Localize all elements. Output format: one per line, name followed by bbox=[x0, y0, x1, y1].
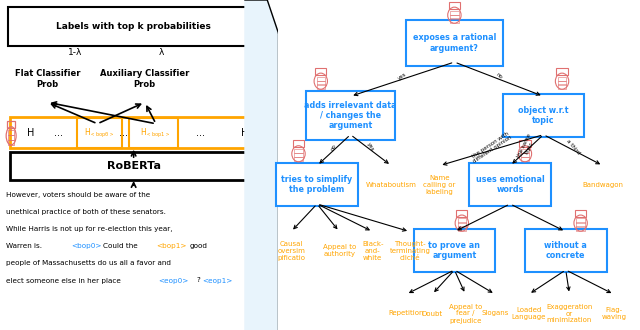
Text: RoBERTa: RoBERTa bbox=[107, 161, 161, 171]
Text: ...: ... bbox=[120, 128, 129, 138]
Text: no: no bbox=[495, 72, 503, 80]
FancyBboxPatch shape bbox=[525, 229, 607, 272]
Text: no: no bbox=[330, 143, 337, 151]
Text: H$_{\mathtt{<bop1>}}$: H$_{\mathtt{<bop1>}}$ bbox=[140, 126, 170, 140]
Text: Could the: Could the bbox=[103, 243, 140, 249]
Text: <bop0>: <bop0> bbox=[71, 243, 102, 249]
Text: Auxiliary Classifier
Prob: Auxiliary Classifier Prob bbox=[100, 70, 189, 89]
Text: exposes a rational
argument?: exposes a rational argument? bbox=[413, 33, 496, 52]
FancyBboxPatch shape bbox=[10, 117, 257, 148]
Text: the same
topic: the same topic bbox=[516, 133, 537, 161]
Text: Appeal to
authority: Appeal to authority bbox=[323, 244, 356, 257]
Text: λ: λ bbox=[159, 48, 164, 57]
Text: Causal
oversim
pificatio: Causal oversim pificatio bbox=[277, 241, 305, 261]
Text: ...: ... bbox=[54, 128, 63, 138]
Text: Bandwagon: Bandwagon bbox=[582, 182, 623, 188]
Text: good: good bbox=[189, 243, 207, 249]
FancyBboxPatch shape bbox=[129, 118, 178, 148]
FancyBboxPatch shape bbox=[8, 7, 259, 46]
Text: Whataboutism: Whataboutism bbox=[366, 182, 417, 188]
FancyBboxPatch shape bbox=[10, 152, 257, 180]
FancyBboxPatch shape bbox=[469, 163, 551, 206]
FancyBboxPatch shape bbox=[306, 91, 395, 140]
Text: Warren is.: Warren is. bbox=[6, 243, 44, 249]
Text: However, voters should be aware of the: However, voters should be aware of the bbox=[6, 192, 150, 198]
Text: H: H bbox=[27, 128, 35, 138]
Text: Black-
and-
white: Black- and- white bbox=[362, 241, 383, 261]
FancyBboxPatch shape bbox=[406, 20, 502, 66]
Text: Appeal to
fear /
prejudice: Appeal to fear / prejudice bbox=[449, 304, 482, 323]
Text: Doubt: Doubt bbox=[422, 311, 443, 316]
Text: <eop1>: <eop1> bbox=[203, 278, 233, 283]
Text: the person with
different opinion: the person with different opinion bbox=[470, 130, 513, 164]
Text: adds irrelevant data
/ changes the
argument: adds irrelevant data / changes the argum… bbox=[304, 101, 397, 130]
FancyBboxPatch shape bbox=[276, 163, 358, 206]
Text: without a
concrete: without a concrete bbox=[545, 241, 587, 260]
Text: Exaggeration
or
minimization: Exaggeration or minimization bbox=[547, 304, 593, 323]
Polygon shape bbox=[245, 0, 278, 330]
Text: <bop1>: <bop1> bbox=[156, 243, 186, 249]
Text: H: H bbox=[241, 128, 249, 138]
Text: Name
calling or
labeling: Name calling or labeling bbox=[424, 175, 456, 195]
Text: a third: a third bbox=[565, 138, 581, 155]
Text: While Harris is not up for re-election this year,: While Harris is not up for re-election t… bbox=[6, 226, 172, 232]
FancyBboxPatch shape bbox=[77, 118, 122, 148]
Text: yes: yes bbox=[397, 71, 408, 81]
Text: ...: ... bbox=[196, 128, 205, 138]
Text: unethical practice of both of these senators.: unethical practice of both of these sena… bbox=[6, 209, 166, 215]
FancyBboxPatch shape bbox=[502, 94, 584, 137]
Text: <eop0>: <eop0> bbox=[159, 278, 189, 283]
Text: 1-λ: 1-λ bbox=[68, 48, 83, 57]
FancyBboxPatch shape bbox=[413, 229, 495, 272]
Text: Loaded
Language: Loaded Language bbox=[511, 307, 546, 320]
Text: Flag-
waving: Flag- waving bbox=[602, 307, 627, 320]
Text: people of Massachusetts do us all a favor and: people of Massachusetts do us all a favo… bbox=[6, 260, 171, 266]
Text: elect someone else in her place: elect someone else in her place bbox=[6, 278, 120, 283]
Text: Slogans: Slogans bbox=[481, 311, 509, 316]
Text: Flat Classifier
Prob: Flat Classifier Prob bbox=[15, 70, 80, 89]
Text: Labels with top k probabilities: Labels with top k probabilities bbox=[56, 22, 211, 31]
Text: tries to simplify
the problem: tries to simplify the problem bbox=[282, 175, 353, 194]
Text: yes: yes bbox=[366, 142, 376, 152]
Text: object w.r.t
topic: object w.r.t topic bbox=[518, 106, 569, 125]
Text: to prove an
argument: to prove an argument bbox=[428, 241, 481, 260]
Text: Thought-
terminating
cliché: Thought- terminating cliché bbox=[389, 241, 430, 261]
Text: uses emotional
words: uses emotional words bbox=[476, 175, 545, 194]
Text: Repetition: Repetition bbox=[388, 311, 424, 316]
Text: H$_{\mathtt{<bop0>}}$: H$_{\mathtt{<bop0>}}$ bbox=[84, 126, 114, 140]
Text: ?: ? bbox=[196, 278, 200, 283]
